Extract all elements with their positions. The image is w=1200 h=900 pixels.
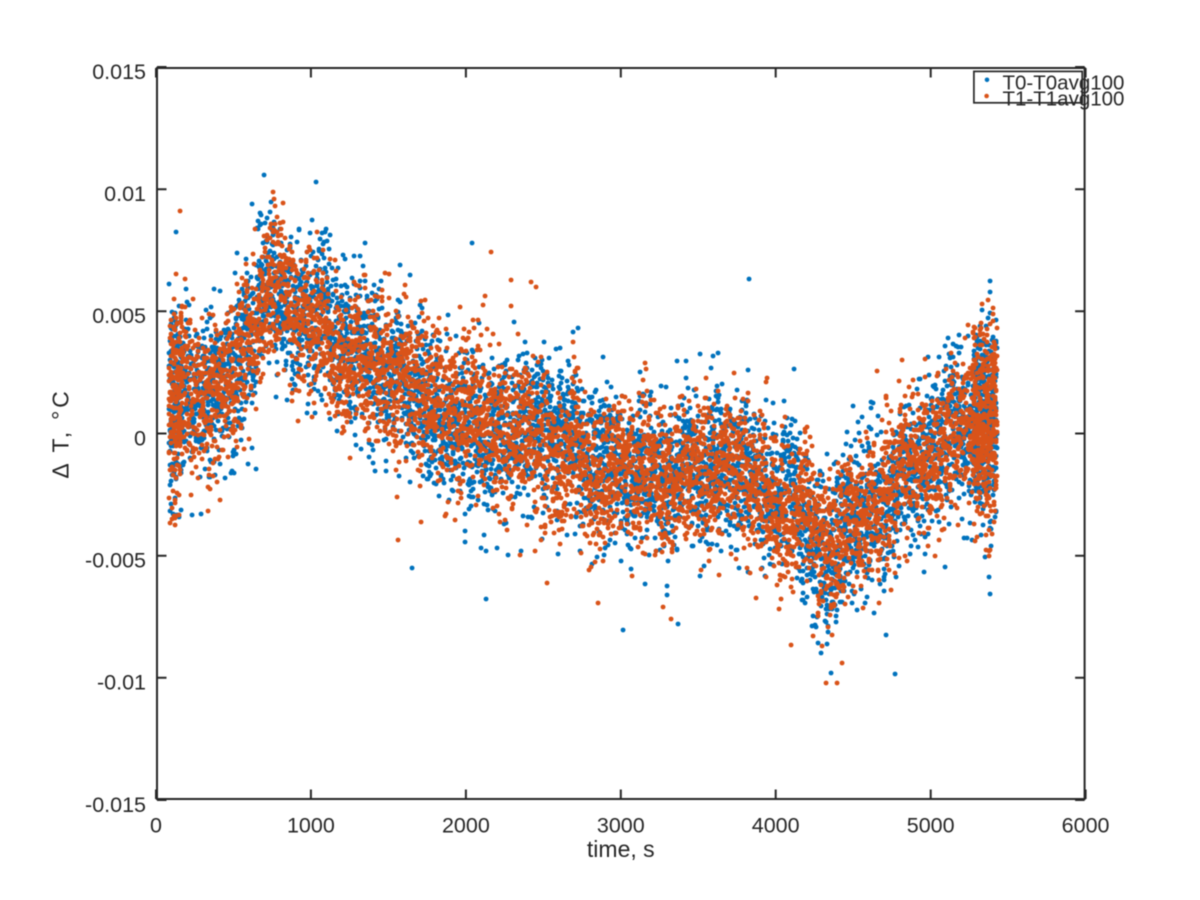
- svg-text:-0.005: -0.005: [85, 549, 146, 573]
- svg-text:1000: 1000: [287, 813, 335, 837]
- svg-text:time, s: time, s: [587, 836, 655, 862]
- svg-text:4000: 4000: [752, 813, 800, 837]
- svg-text:0: 0: [150, 813, 162, 837]
- svg-text:T0-T0avg100: T0-T0avg100: [1003, 71, 1125, 94]
- svg-text:6000: 6000: [1062, 813, 1110, 837]
- svg-text:Δ T, °C: Δ T, °C: [48, 388, 74, 478]
- svg-text:T1-T1avg100: T1-T1avg100: [1003, 88, 1125, 111]
- svg-text:-0.01: -0.01: [97, 671, 146, 695]
- svg-text:0: 0: [134, 426, 146, 450]
- svg-text:-0.015: -0.015: [85, 793, 146, 817]
- svg-text:0.015: 0.015: [92, 60, 146, 84]
- svg-text:0.005: 0.005: [92, 304, 146, 328]
- svg-text:2000: 2000: [442, 813, 490, 837]
- svg-text:3000: 3000: [597, 813, 645, 837]
- svg-text:5000: 5000: [907, 813, 955, 837]
- svg-text:0.01: 0.01: [104, 182, 146, 206]
